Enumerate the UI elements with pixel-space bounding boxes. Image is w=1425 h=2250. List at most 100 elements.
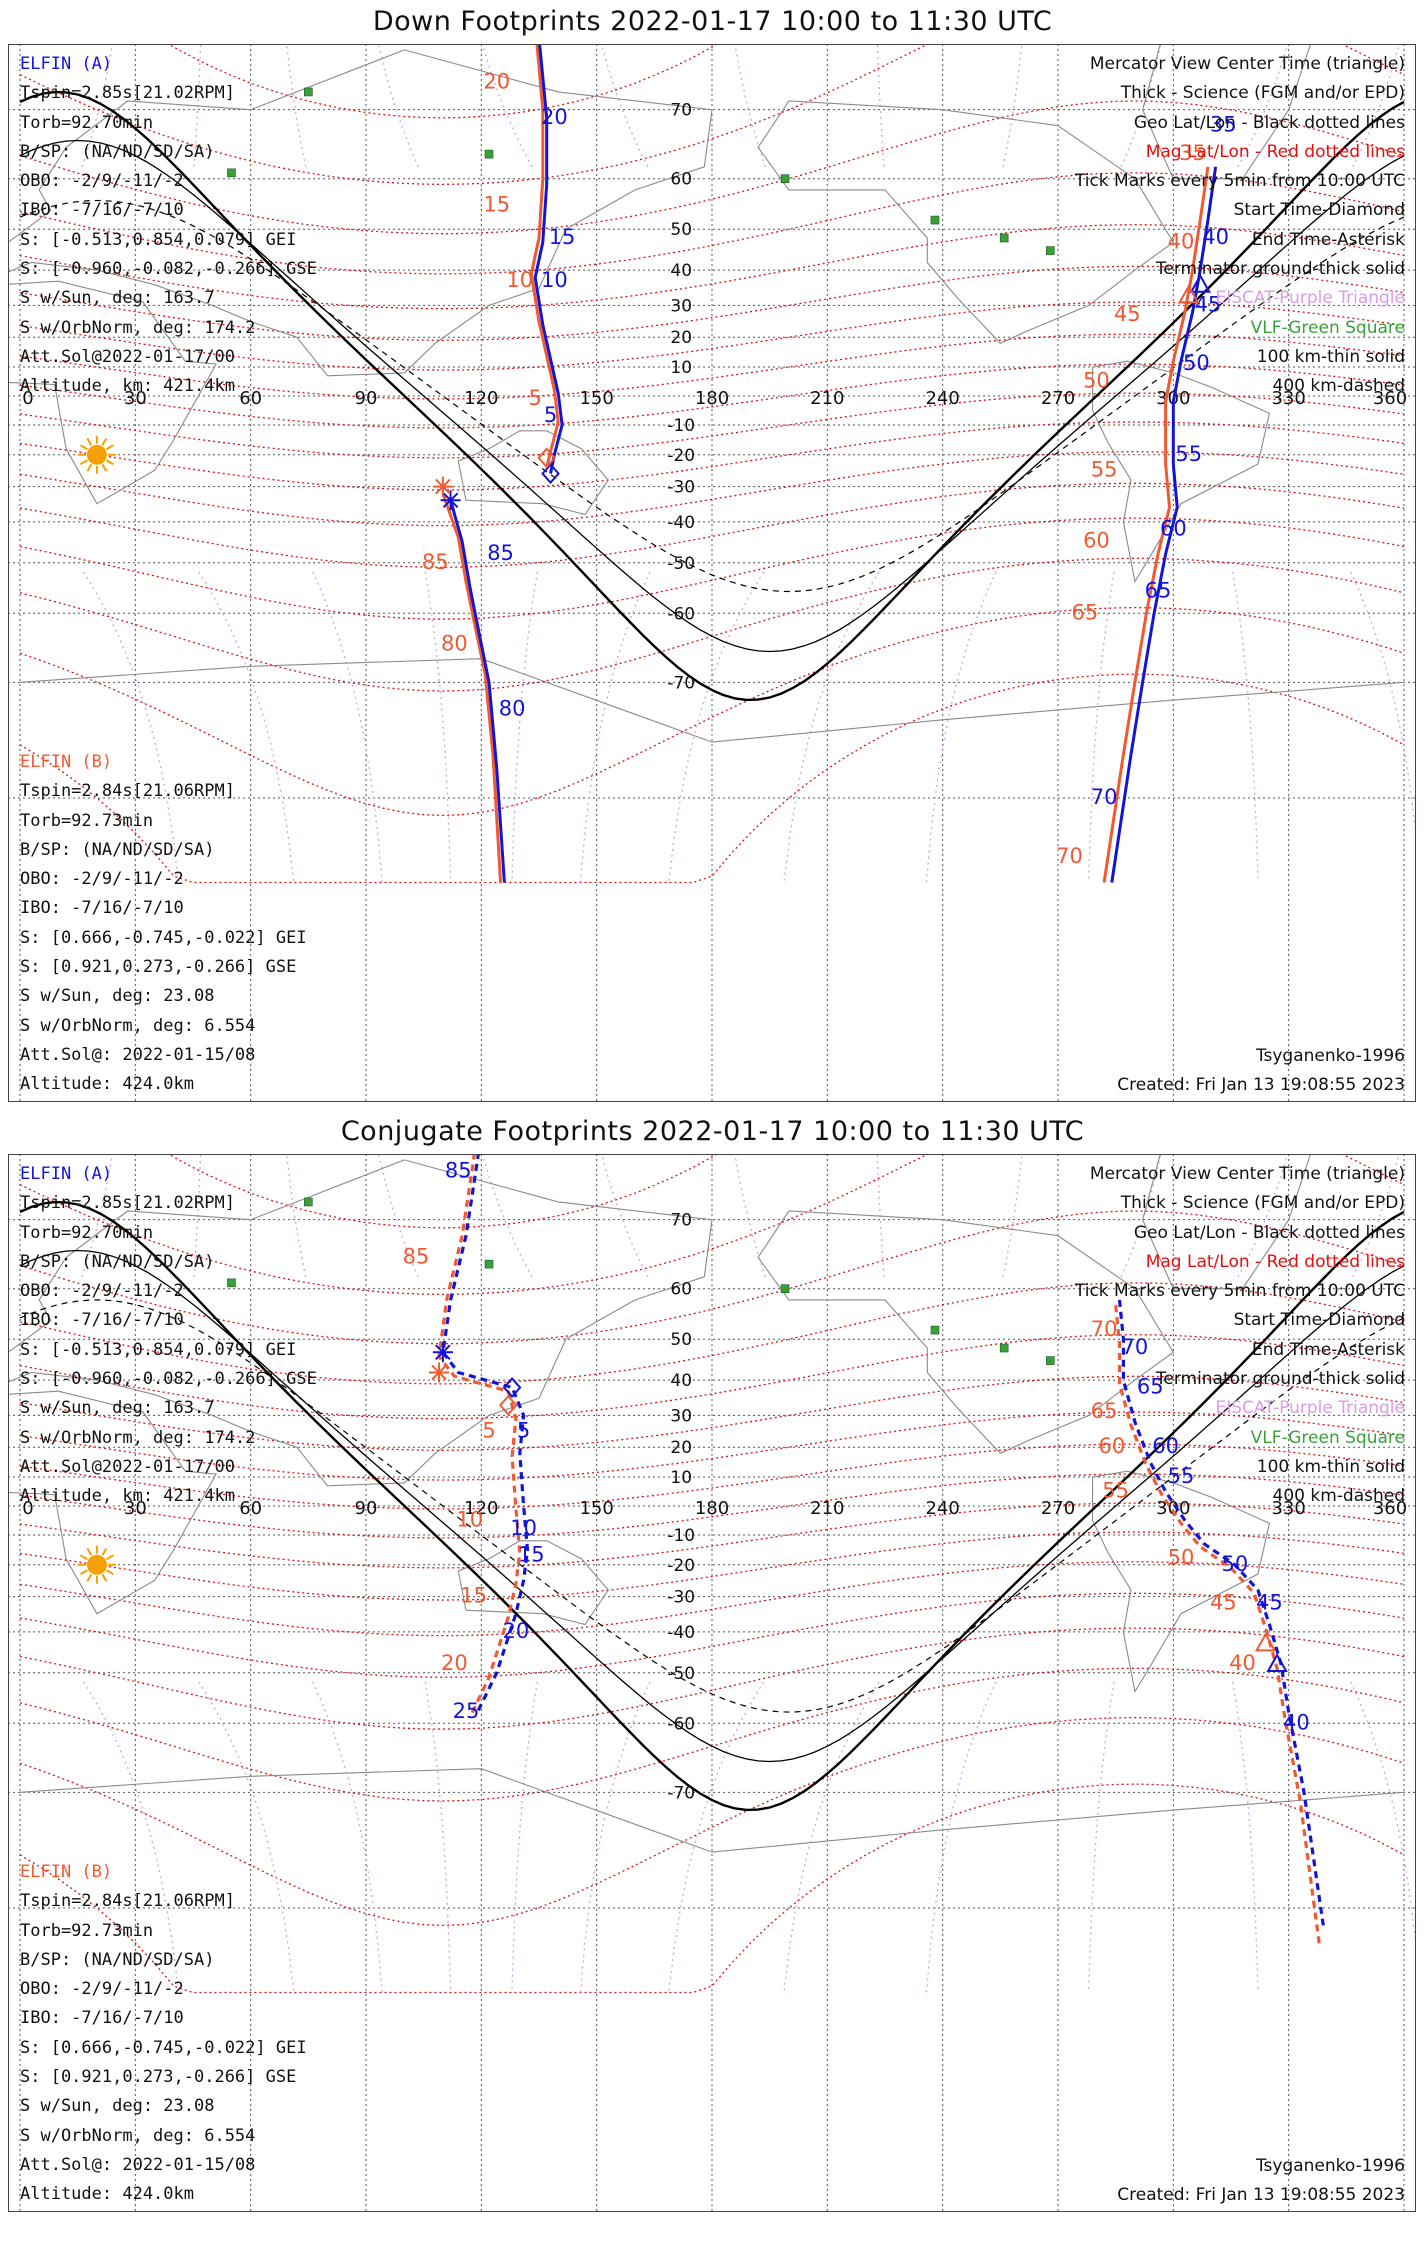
elfin-a-track-america-tick-label: 40 xyxy=(1283,1710,1310,1734)
vlf-station-square xyxy=(780,174,790,184)
lat-tick-label: 70 xyxy=(670,1211,692,1231)
elfin-b-center-triangle xyxy=(1178,284,1200,304)
coastline xyxy=(8,1159,713,1487)
model-label: Tsyganenko-1996 xyxy=(1255,2156,1405,2176)
mag-meridian-south xyxy=(668,1681,765,1993)
coastline xyxy=(19,658,1405,743)
elfin-b-track-america-tick-label: 65 xyxy=(1072,600,1099,624)
elfin-a-track-america-tick-label: 65 xyxy=(1137,1375,1164,1399)
lon-tick-label: 300 xyxy=(1156,1498,1190,1519)
elfin-a-info: ELFIN (A) Tspin=2.85s[21.02RPM] Torb=92.7… xyxy=(20,50,317,402)
terminator-ground xyxy=(19,1200,1405,1812)
elfin-b-track-america-tick-label: 40 xyxy=(1168,229,1195,253)
elfin-b-info-line: Att.Sol@: 2022-01-15/08 xyxy=(20,1044,256,1065)
lon-tick-label: 150 xyxy=(579,388,613,409)
mag-grid xyxy=(19,44,1405,884)
elfin-a-track-america-tick-label: 45 xyxy=(1256,1590,1283,1614)
coastline xyxy=(1142,1154,1312,1290)
mag-latitude-line xyxy=(19,1783,1405,1994)
mag-meridian-north xyxy=(1352,44,1400,168)
elfin-a-track-america-tick-label: 55 xyxy=(1168,1464,1195,1488)
footer-info: Tsyganenko-1996 Created: Fri Jan 13 19:0… xyxy=(1117,1042,1405,1101)
mag-latitude-line xyxy=(19,1375,1405,1451)
elfin-a-track-america-tick-label: 60 xyxy=(1152,1434,1179,1458)
elfin-b-info-line: Tspin=2.84s[21.06RPM] xyxy=(20,1891,235,1912)
elfin-b-track xyxy=(529,44,560,468)
elfin-a-info-line: IBO: -7/16/-7/10 xyxy=(20,1310,184,1331)
legend-entry: Tick Marks every 5min from 10:00 UTC xyxy=(1074,1281,1405,1302)
legend-entry: Mag Lat/Lon - Red dotted lines xyxy=(1145,141,1405,162)
lon-tick-label: 120 xyxy=(464,388,498,409)
created-label: Created: Fri Jan 13 19:08:55 2023 xyxy=(1117,2185,1405,2206)
lat-tick-label: 10 xyxy=(670,358,692,378)
elfin-a-info-line: Tspin=2.85s[21.02RPM] xyxy=(20,83,235,104)
vlf-station-square xyxy=(999,233,1009,243)
elfin-a-start-diamond xyxy=(502,1377,522,1399)
mag-latitude-line xyxy=(19,1411,1405,1481)
elfin-b-track-tick-label: 20 xyxy=(483,69,510,93)
coastline xyxy=(457,430,609,516)
mag-latitude-line xyxy=(19,1443,1405,1510)
elfin-a-info-line: B/SP: (NA/ND/SD/SA) xyxy=(20,1251,215,1272)
elfin-a-label: ELFIN (A) xyxy=(20,54,113,74)
mag-meridian-north xyxy=(734,44,767,168)
elfin-a-info-line: Altitude, km: 421.4km xyxy=(20,376,235,397)
mag-meridian-north xyxy=(81,44,114,168)
mag-meridian-south xyxy=(668,571,765,883)
elfin-a-track-america-tick-label: 60 xyxy=(1160,517,1187,541)
coastline xyxy=(457,1540,609,1626)
elfin-a-track-america-tick-label: 55 xyxy=(1175,442,1202,466)
elfin-b-track-america-tick-label: 45 xyxy=(1114,302,1141,326)
mag-meridian-north xyxy=(600,44,649,168)
elfin-b-track xyxy=(437,1154,522,1719)
elfin-a-info-line: B/SP: (NA/ND/SD/SA) xyxy=(20,141,215,162)
mag-meridian-north xyxy=(600,1154,649,1278)
mag-latitude-line xyxy=(19,363,1405,429)
elfin-a-info-line: S: [-0.513,0.854,0.079] GEI xyxy=(20,229,297,250)
mag-meridian-north xyxy=(193,1154,202,1277)
sun-ray xyxy=(101,1547,108,1556)
mag-meridian-north xyxy=(81,1154,114,1278)
elfin-b-end-asterisk xyxy=(432,476,453,497)
sun-disk xyxy=(86,1554,107,1575)
lat-tick-label: 60 xyxy=(670,1280,692,1300)
mag-latitude-line xyxy=(167,1154,719,1229)
sun-icon xyxy=(77,1545,116,1584)
legend-entry: VLF-Green Square xyxy=(1250,317,1405,338)
lon-tick-label: 240 xyxy=(925,388,959,409)
lat-tick-label: 20 xyxy=(670,1438,692,1458)
elfin-a-track-america-tick-label: 65 xyxy=(1145,579,1172,603)
elfin-b-start-diamond xyxy=(537,447,557,469)
lat-tick-label: -30 xyxy=(667,1588,695,1608)
elfin-b-track-america-tick-label: 55 xyxy=(1102,1479,1129,1503)
vlf-station-square xyxy=(484,1259,494,1269)
mag-meridian-north xyxy=(1120,44,1162,168)
coastlines xyxy=(8,1154,1405,1853)
lon-tick-label: 0 xyxy=(22,1498,33,1519)
lat-tick-label: -30 xyxy=(667,478,695,498)
sun-ray xyxy=(105,1569,114,1576)
elfin-a-track-tick-label: 15 xyxy=(549,225,576,249)
conjugate-footprints-panel: Conjugate Footprints 2022-01-17 10:00 to… xyxy=(0,1110,1425,2220)
elfin-b-info-line: B/SP: (NA/ND/SD/SA) xyxy=(20,1949,215,1970)
lat-tick-label: 50 xyxy=(670,220,692,240)
legend-entry: EISCAT-Purple Triangle xyxy=(1215,1398,1405,1419)
mercator-map: 0 30 60 90 120 150 180 210 240 270 300 330 360706050… xyxy=(8,44,1416,1102)
elfin-a-info-line: S: [-0.513,0.854,0.079] GEI xyxy=(20,1339,297,1360)
mag-meridian-north xyxy=(1002,44,1023,167)
elfin-a-track-tick-label: 5 xyxy=(544,403,557,427)
elfin-a-info-line: S w/Sun, deg: 163.7 xyxy=(20,1398,215,1419)
elfin-b-info-line: S w/Sun, deg: 23.08 xyxy=(20,2096,215,2117)
elfin-a-info-line: S w/Sun, deg: 163.7 xyxy=(20,288,215,309)
elfin-a-info-line: IBO: -7/16/-7/10 xyxy=(20,200,184,221)
elfin-b-track-tick-label: 85 xyxy=(403,1244,430,1268)
mag-meridian-north xyxy=(377,1154,419,1278)
elfin-b-label: ELFIN (B) xyxy=(20,752,113,772)
elfin-a-info-line: Torb=92.70min xyxy=(20,1222,154,1243)
elfin-a-info-line: Altitude, km: 421.4km xyxy=(20,1486,235,1507)
elfin-a-track-tick-label: 15 xyxy=(518,1543,545,1567)
sun-ray xyxy=(105,444,114,451)
elfin-a-end-asterisk xyxy=(440,490,461,511)
terminator-100km xyxy=(19,1249,1405,1763)
elfin-b-start-diamond xyxy=(498,1394,518,1416)
